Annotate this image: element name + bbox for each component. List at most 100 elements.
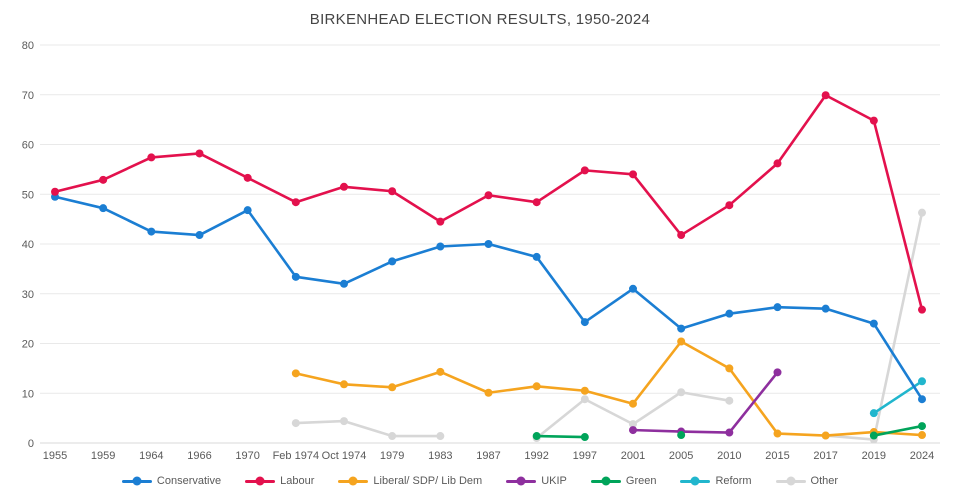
legend: Conservative Labour Liberal/ SDP/ Lib Dem U… — [0, 475, 960, 487]
data-point — [436, 242, 445, 251]
data-point — [291, 419, 300, 428]
y-tick-label: 30 — [22, 289, 34, 301]
data-point — [773, 303, 782, 312]
x-tick-label: Feb 1974 — [273, 450, 319, 462]
legend-label: UKIP — [541, 475, 567, 487]
data-point — [388, 383, 397, 392]
legend-dot-icon — [255, 476, 265, 486]
data-point — [388, 432, 397, 441]
data-point — [725, 428, 734, 437]
data-point — [147, 227, 156, 236]
legend-item-other: Other — [775, 475, 839, 487]
data-point — [484, 388, 493, 397]
legend-dot-icon — [516, 476, 526, 486]
data-point — [677, 337, 686, 346]
data-point — [677, 324, 686, 333]
x-tick-label: Oct 1974 — [322, 450, 367, 462]
series-line-green — [872, 424, 924, 437]
data-point — [580, 166, 589, 175]
legend-marker-icon — [775, 476, 806, 486]
data-point — [388, 257, 397, 266]
x-tick-label: 2005 — [669, 450, 693, 462]
data-point — [677, 431, 686, 440]
data-point — [340, 380, 348, 389]
data-point — [532, 252, 541, 261]
legend-dot-icon — [690, 476, 700, 486]
data-point — [580, 433, 589, 442]
y-tick-label: 50 — [22, 189, 34, 201]
y-tick-label: 40 — [22, 239, 34, 251]
x-tick-label: 1955 — [43, 450, 67, 462]
legend-item-liberal-sdp-lib-dem: Liberal/ SDP/ Lib Dem — [338, 475, 482, 487]
x-tick-label: 1987 — [476, 450, 500, 462]
series-line-other — [294, 419, 442, 438]
legend-dot-icon — [348, 476, 358, 486]
data-point — [725, 364, 734, 373]
data-point — [243, 173, 252, 182]
y-tick-label: 20 — [22, 339, 34, 351]
legend-marker-icon — [680, 476, 711, 486]
data-point — [243, 206, 252, 215]
data-point — [99, 204, 108, 213]
data-point — [677, 388, 686, 397]
data-point — [629, 420, 637, 429]
legend-dot-icon — [132, 476, 142, 486]
data-point — [340, 417, 348, 426]
data-point — [484, 240, 493, 248]
legend-item-conservative: Conservative — [121, 475, 222, 487]
legend-label: Green — [625, 475, 657, 487]
data-point — [821, 304, 830, 313]
legend-label: Labour — [280, 475, 315, 487]
data-point — [918, 395, 926, 404]
data-point — [773, 429, 782, 438]
y-tick-label: 70 — [22, 90, 34, 102]
data-point — [195, 231, 204, 240]
legend-dot-icon — [601, 476, 611, 486]
x-tick-label: 2017 — [813, 450, 837, 462]
data-point — [195, 149, 204, 158]
data-point — [436, 217, 445, 226]
data-point — [99, 175, 108, 184]
x-tick-label: 2024 — [910, 450, 934, 462]
x-tick-label: 1966 — [187, 450, 211, 462]
legend-dot-icon — [786, 476, 796, 486]
data-point — [532, 382, 541, 391]
x-tick-label: 1997 — [573, 450, 597, 462]
data-point — [725, 201, 734, 210]
legend-marker-icon — [121, 476, 152, 486]
data-point — [291, 272, 300, 281]
data-point — [629, 426, 637, 435]
x-tick-label: 2010 — [717, 450, 741, 462]
legend-label: Other — [810, 475, 839, 487]
data-point — [580, 395, 589, 404]
y-tick-label: 0 — [28, 438, 34, 450]
data-point — [388, 187, 397, 196]
legend-marker-icon — [590, 476, 621, 486]
data-point — [918, 208, 926, 217]
data-point — [869, 319, 878, 328]
data-point — [340, 182, 348, 191]
data-point — [291, 198, 300, 207]
data-point — [147, 153, 156, 162]
legend-item-ukip: UKIP — [506, 475, 567, 487]
x-tick-label: 1964 — [139, 450, 163, 462]
x-tick-label: 2001 — [621, 450, 645, 462]
series-line-green — [535, 434, 587, 439]
data-point — [773, 159, 782, 168]
x-tick-label: 1970 — [235, 450, 259, 462]
legend-marker-icon — [506, 476, 537, 486]
x-tick-label: 1979 — [380, 450, 404, 462]
data-point — [869, 409, 878, 418]
data-point — [291, 369, 300, 378]
legend-label: Conservative — [156, 475, 222, 487]
data-point — [532, 432, 541, 441]
y-tick-label: 80 — [22, 40, 34, 52]
data-point — [869, 116, 878, 125]
series-line-ukip — [631, 371, 779, 434]
data-point — [918, 377, 926, 386]
legend-label: Reform — [715, 475, 752, 487]
data-point — [629, 170, 637, 179]
data-point — [580, 386, 589, 395]
